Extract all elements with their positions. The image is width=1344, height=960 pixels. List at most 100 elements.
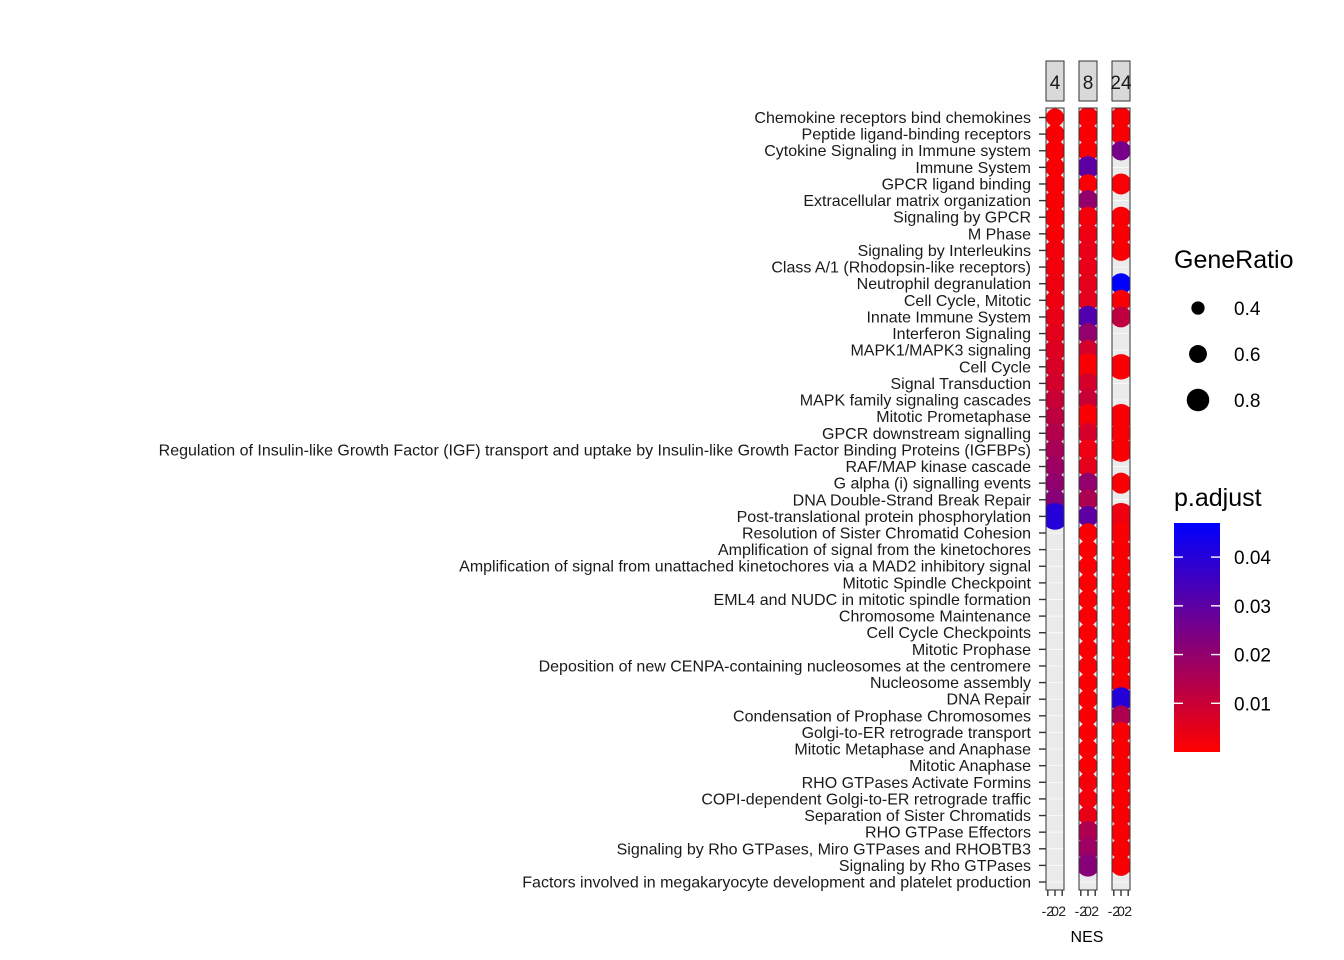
pathway-label: GPCR ligand binding: [882, 176, 1031, 193]
data-point: [1079, 422, 1097, 444]
colorbar-tick-label: 0.03: [1234, 597, 1271, 618]
facet-strip: [1045, 60, 1065, 102]
x-tick-label: 0: [1051, 903, 1059, 919]
data-point: [1079, 772, 1097, 793]
data-point: [1112, 805, 1130, 827]
pathway-label: GPCR downstream signalling: [822, 426, 1031, 443]
data-point: [1112, 622, 1130, 644]
data-point: [1112, 771, 1130, 793]
pathway-label: Extracellular matrix organization: [803, 193, 1031, 210]
data-point: [1046, 290, 1064, 311]
pathway-label: Mitotic Prometaphase: [876, 409, 1031, 426]
pathway-label: Resolution of Sister Chromatid Cohesion: [742, 526, 1031, 543]
pathway-label: Amplification of signal from unattached …: [459, 559, 1031, 576]
data-point: [1112, 223, 1130, 245]
data-point: [1046, 503, 1064, 530]
facet-strip: [1111, 60, 1131, 102]
data-point: [1112, 123, 1130, 145]
pathway-label: Signaling by GPCR: [893, 210, 1031, 227]
data-point: [1112, 838, 1130, 860]
data-point: [1079, 689, 1097, 709]
data-point: [1079, 706, 1097, 726]
data-point: [1079, 372, 1097, 394]
data-point: [1112, 555, 1130, 577]
data-point: [1046, 389, 1064, 411]
data-point: [1046, 339, 1064, 361]
pathway-label: RAF/MAP kinase cascade: [845, 459, 1031, 476]
x-tick-label: -2: [1108, 903, 1121, 919]
pathway-label: Signal Transduction: [890, 376, 1031, 393]
facet-label: 24: [1110, 73, 1132, 94]
data-point: [1046, 140, 1064, 162]
pathway-label: Cell Cycle: [959, 359, 1031, 376]
data-point: [1079, 523, 1097, 543]
facet-panels: 4-20 28-20 224-20 2: [1042, 60, 1132, 919]
data-point: [1112, 755, 1130, 777]
pathway-label: Neutrophil degranulation: [857, 276, 1031, 293]
pathway-label: Nucleosome assembly: [870, 675, 1031, 692]
data-point: [1079, 206, 1097, 228]
pathway-label: MAPK1/MAPK3 signaling: [850, 343, 1031, 360]
facet-label: 4: [1050, 73, 1061, 94]
data-point: [1079, 722, 1097, 743]
size-legend-key: [1191, 301, 1205, 315]
data-point: [1112, 854, 1130, 876]
generatio-legend: GeneRatio 0.4 0.6 0.8: [1174, 246, 1294, 412]
pathway-label: RHO GTPases Activate Formins: [802, 775, 1031, 792]
x-tick-label: 2: [1124, 903, 1132, 919]
data-point: [1046, 224, 1064, 244]
data-point: [1046, 256, 1064, 278]
padjust-legend-title: p.adjust: [1174, 484, 1262, 512]
size-legend-label: 0.4: [1234, 299, 1261, 320]
data-point: [1079, 755, 1097, 776]
size-legend-key: [1189, 345, 1207, 363]
pathway-labels: Chemokine receptors bind chemokinesPepti…: [159, 110, 1046, 892]
data-point: [1079, 656, 1097, 676]
data-point: [1079, 789, 1097, 809]
data-point: [1046, 356, 1064, 378]
data-point: [1046, 108, 1064, 127]
pathway-label: Cell Cycle, Mitotic: [904, 293, 1031, 310]
pathway-label: Innate Immune System: [866, 309, 1031, 326]
data-point: [1046, 239, 1064, 261]
data-point: [1079, 573, 1097, 593]
data-point: [1112, 306, 1130, 328]
pathway-label: Chemokine receptors bind chemokines: [754, 110, 1031, 127]
pathway-label: Class A/1 (Rhodopsin-like receptors): [771, 260, 1031, 277]
size-legend-label: 0.6: [1234, 345, 1260, 366]
data-point: [1046, 173, 1064, 195]
data-point: [1079, 223, 1097, 245]
padjust-legend: p.adjust 0.04 0.03 0.02 0.01: [1174, 484, 1271, 752]
pathway-label: G alpha (i) signalling events: [834, 476, 1031, 493]
data-point: [1079, 837, 1097, 860]
pathway-label: Factors involved in megakaryocyte develo…: [522, 875, 1031, 892]
padjust-colorbar: [1174, 523, 1220, 752]
data-point: [1079, 239, 1097, 261]
data-point: [1046, 124, 1064, 144]
data-point: [1112, 521, 1130, 545]
data-point: [1112, 437, 1130, 462]
pathway-label: Chromosome Maintenance: [839, 609, 1031, 626]
colorbar-tick-label: 0.01: [1234, 694, 1271, 715]
data-point: [1079, 739, 1097, 759]
data-point: [1112, 788, 1130, 810]
data-point: [1112, 705, 1130, 727]
data-point: [1079, 353, 1097, 381]
pathway-label: Interferon Signaling: [892, 326, 1031, 343]
data-point: [1079, 289, 1097, 311]
x-tick-label: 2: [1091, 903, 1099, 919]
size-legend-key: [1186, 388, 1210, 412]
pathway-label: EML4 and NUDC in mitotic spindle formati…: [714, 592, 1031, 609]
pathway-label: M Phase: [968, 226, 1031, 243]
data-point: [1112, 206, 1130, 228]
data-point: [1079, 622, 1097, 643]
data-point: [1046, 472, 1064, 494]
data-point: [1112, 422, 1130, 444]
data-point: [1112, 354, 1130, 380]
data-point: [1112, 655, 1130, 677]
pathway-label: RHO GTPase Effectors: [865, 825, 1031, 842]
x-axis-title: NES: [1071, 929, 1104, 946]
facet-points: [1112, 108, 1130, 876]
data-point: [1079, 323, 1097, 345]
